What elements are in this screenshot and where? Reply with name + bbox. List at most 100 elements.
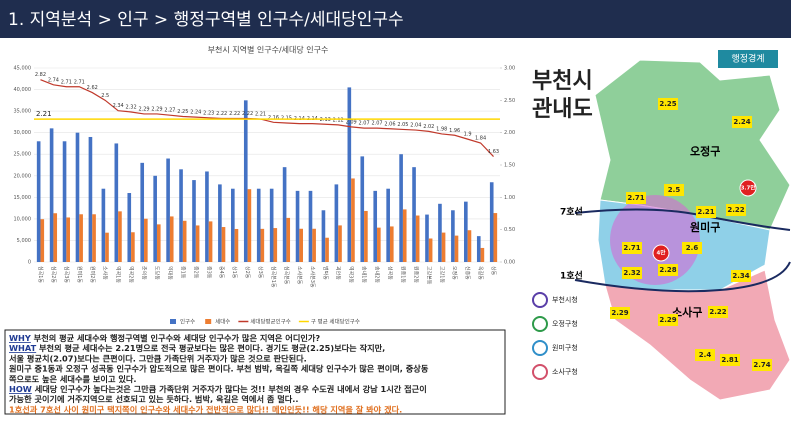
data-label: 2.04 <box>410 123 421 129</box>
map-badge <box>732 116 752 128</box>
map-button[interactable] <box>718 50 778 68</box>
bar <box>334 184 339 262</box>
x-tick-label: 심곡본동 <box>283 266 290 285</box>
data-label: 2.25 <box>177 109 188 115</box>
data-label: 2.23 <box>203 110 214 116</box>
bar <box>156 224 161 262</box>
bar <box>144 218 148 262</box>
y-tick-label: 25,000 <box>14 152 32 158</box>
legend-label: 인구수 <box>180 319 195 326</box>
bar <box>205 171 209 262</box>
bar <box>75 132 80 262</box>
note-line: 쪽으로도 높은 세대수를 보이고 있다. <box>9 373 137 383</box>
map-badge <box>652 244 670 262</box>
bar <box>389 226 394 262</box>
data-label: 1.84 <box>475 136 486 142</box>
map-badge <box>708 306 728 318</box>
bar <box>195 225 200 262</box>
district-label: 원미구 <box>690 220 720 234</box>
map-badge <box>664 184 684 196</box>
bar <box>428 238 433 262</box>
data-label: 1.98 <box>436 126 447 132</box>
map-value: 2.4 <box>699 351 712 359</box>
map-value: 2.21 <box>697 208 714 216</box>
y2-tick-label: 0.50 <box>504 227 515 233</box>
x-tick-label: 심곡본1동 <box>270 266 277 288</box>
bar <box>218 184 222 262</box>
note-lead: HOW <box>9 384 32 394</box>
x-tick-label: 역곡3동 <box>348 266 355 283</box>
x-tick-label: 오정동 <box>451 266 458 280</box>
map-value: 2.29 <box>659 316 676 324</box>
note-text: 가능한 곳이기에 거주지역으로 선호되고 있는 듯하다. 범박, 옥길은 역에서… <box>9 394 299 404</box>
bar <box>467 230 472 262</box>
subway-1 <box>574 261 791 293</box>
data-label: 2.07 <box>359 121 370 127</box>
bar <box>49 128 54 262</box>
map-legend-label: 소사구청 <box>552 367 578 376</box>
map-badge <box>739 179 757 197</box>
bar <box>273 228 278 262</box>
data-label: 2.34 <box>113 103 124 109</box>
legend-icon <box>532 316 548 332</box>
bar <box>62 141 67 262</box>
y-tick-label: 30,000 <box>14 130 32 136</box>
legend-icon <box>532 292 548 308</box>
map-value: 2.81 <box>721 356 738 364</box>
legend-label: 구 평균 세대당인구수 <box>311 318 360 326</box>
y-tick-label: 5,000 <box>17 238 31 244</box>
map-badge <box>752 359 772 371</box>
data-label: 2.74 <box>48 77 59 83</box>
bar <box>53 213 58 262</box>
bar <box>441 232 446 262</box>
bar <box>208 221 213 262</box>
header-title: 1. 지역분석 > 인구 > 행정구역별 인구수/세대당인구수 <box>8 10 404 30</box>
x-tick-label: 범박동 <box>322 266 329 280</box>
bar <box>480 247 485 262</box>
bar <box>166 158 170 262</box>
y-tick-label: 40,000 <box>14 87 32 93</box>
bar <box>415 215 420 262</box>
bar <box>66 217 70 262</box>
bar <box>286 217 291 262</box>
bar <box>489 182 494 262</box>
bar <box>425 214 429 262</box>
map-value: 2.5 <box>668 186 681 194</box>
map-badge <box>610 307 630 319</box>
bar <box>114 143 119 262</box>
bar <box>412 167 416 262</box>
y2-tick-label: 0.00 <box>504 260 515 266</box>
bar <box>88 136 93 262</box>
bar <box>476 236 481 262</box>
bar <box>140 162 145 262</box>
bar <box>282 167 287 262</box>
bar <box>234 228 239 262</box>
reference-label: 2.21 <box>36 110 52 118</box>
y-tick-label: 15,000 <box>14 195 32 201</box>
note-text: 세대당 인구수가 높다는것은 그만큼 가족단위 거주자가 많다는 것!! 부천의… <box>32 384 427 394</box>
legend-icon <box>532 340 548 356</box>
data-label: 2.71 <box>61 79 72 85</box>
legend-swatch <box>205 319 212 324</box>
map-value: 2.25 <box>659 100 676 108</box>
bar <box>321 210 326 262</box>
line <box>40 79 494 158</box>
bar <box>493 213 498 262</box>
map-legend-label: 오정구청 <box>552 319 578 328</box>
note-line: WHY 부천의 평균 세대수와 행정구역별 인구수와 세대당 인구수가 많은 지… <box>9 333 320 343</box>
bar <box>131 232 135 262</box>
map-button-label[interactable]: 행정경계 <box>731 53 764 65</box>
map-sosa <box>604 269 791 401</box>
bar <box>231 188 235 262</box>
map-value: 2.24 <box>733 118 750 126</box>
map-value: 4만 <box>657 249 666 257</box>
bar <box>338 225 342 262</box>
map-badge <box>726 204 746 216</box>
bar <box>364 210 368 262</box>
bar <box>243 100 248 262</box>
bar <box>179 169 183 262</box>
district-label: 오정구 <box>690 144 720 158</box>
x-tick-label: 심곡2동 <box>50 266 57 283</box>
data-label: 2.24 <box>190 110 201 116</box>
